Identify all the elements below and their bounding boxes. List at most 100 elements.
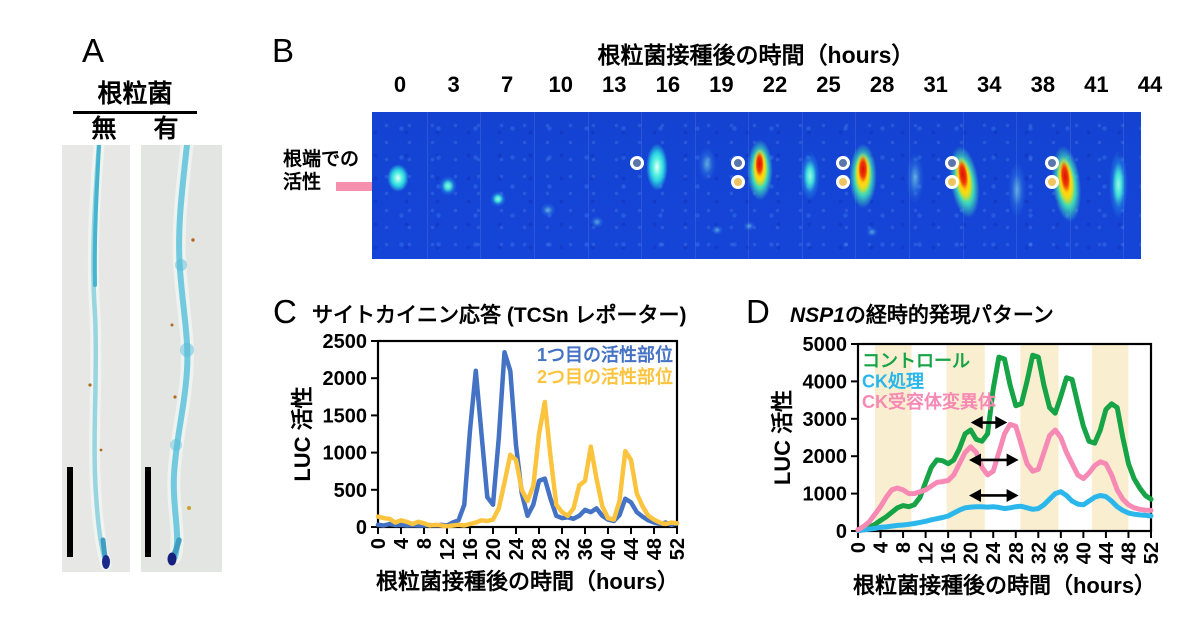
blob-layer [755, 150, 765, 177]
y-tick-label: 1500 [323, 405, 368, 427]
blob-layer [1108, 149, 1128, 219]
root-tip-activity-label: 根端での 活性 [283, 148, 359, 194]
timepoint-label: 13 [602, 72, 627, 97]
x-tick-label: 44 [621, 537, 643, 560]
timepoint-label: 22 [762, 72, 788, 97]
panel-a-label: A [82, 32, 105, 69]
x-tick-label: 32 [552, 538, 574, 560]
legend-entry-1つ目の活性部位: 1つ目の活性部位 [537, 344, 673, 365]
blob-layer [743, 221, 755, 231]
x-tick-label: 28 [1006, 542, 1028, 564]
x-tick-label: 16 [938, 542, 960, 564]
x-tick-label: 24 [983, 541, 1005, 564]
x-tick-label: 12 [916, 542, 938, 564]
second-active-site-marker-icon [945, 175, 959, 189]
panel-d-title: NSP1の経時的発現パターン [790, 299, 1054, 329]
y-tick-label: 2000 [803, 446, 848, 468]
timepoint-label: 7 [501, 72, 514, 97]
blob-layer [590, 216, 604, 228]
blob-layer [711, 225, 723, 235]
scale-bar [67, 467, 73, 557]
x-axis-title: 根粒菌接種後の時間（hours） [376, 569, 679, 594]
first-active-site-marker-icon [836, 156, 850, 170]
series-line-CK受容体変異体 [855, 421, 1154, 533]
frame-seam [533, 112, 535, 259]
luminescence-spot-cyan-t7 [490, 190, 506, 208]
luminescence-spot-bright-t16 [645, 142, 669, 192]
x-tick-label: 52 [1141, 542, 1163, 564]
arrow-head-left-icon [969, 453, 982, 467]
timepoint-label: 10 [548, 72, 573, 97]
root-tip-activity-line1: 根端での [283, 149, 360, 170]
arrow-head-left-icon [969, 488, 982, 502]
blob-layer [1008, 161, 1026, 219]
y-tick-label: 500 [334, 480, 367, 502]
y-tick-label: 4000 [803, 371, 848, 393]
panel-b-timepoint-row: 0 3 7 10 13 16 19 22 25 28 31 34 38 41 44 [372, 72, 1162, 98]
y-tick-label: 2500 [323, 331, 368, 353]
first-active-site-marker-icon [945, 156, 959, 170]
luminescence-spot-faint-t13 [590, 216, 604, 228]
panel-b-label: B [272, 32, 295, 69]
luminescence-time-series-image [372, 112, 1141, 259]
series-line-コントロール [855, 352, 1154, 533]
root-illustration [87, 145, 112, 571]
x-tick-label: 36 [1051, 542, 1073, 564]
timepoint-label: 16 [655, 72, 681, 97]
x-tick-label: 20 [961, 542, 983, 564]
panel-a-group-title: 根粒菌 [73, 74, 197, 114]
y-tick-label: 1000 [323, 443, 368, 465]
luminescence-spot-cyan-t44 [1108, 149, 1128, 219]
blob-layer [906, 151, 924, 205]
first-active-site-marker-icon [630, 156, 644, 170]
timepoint-label: 31 [923, 72, 948, 97]
luminescence-spot-faint-t22 [743, 221, 755, 231]
panel-b-title: 根粒菌接種後の時間（hours） [597, 42, 915, 68]
timepoint-label: 44 [1137, 72, 1163, 97]
x-tick-label: 0 [368, 538, 390, 549]
root-micrograph-with-rhizobia [141, 145, 222, 572]
luminescence-spot-faint-t28 [866, 227, 878, 237]
y-tick-label: 2000 [323, 368, 368, 390]
luminescence-spot-hot-t28 [848, 142, 878, 210]
x-tick-label: 36 [575, 538, 597, 560]
x-tick-label: 48 [1118, 542, 1140, 564]
legend-entry-CK受容体変異体: CK受容体変異体 [862, 391, 997, 412]
x-tick-label: 52 [667, 538, 689, 560]
x-tick-label: 0 [848, 542, 870, 553]
blob-layer [490, 190, 506, 208]
timepoint-label: 28 [869, 72, 895, 97]
x-tick-label: 48 [644, 538, 666, 560]
root-illustration [167, 145, 195, 566]
second-active-site-marker-icon [836, 175, 850, 189]
second-active-site-marker-icon [1045, 175, 1059, 189]
luminescence-spot-faint-t38 [1008, 161, 1026, 219]
blob-layer [540, 203, 556, 217]
x-tick-label: 44 [1096, 541, 1118, 564]
root-tip-activity-line2: 活性 [283, 172, 322, 193]
y-tick-label: 0 [356, 517, 367, 539]
blob-layer [858, 155, 868, 184]
luminescence-spot-faint-t10 [540, 203, 556, 217]
luminescence-spot-faint-t19 [711, 225, 723, 235]
legend-entry-コントロール: コントロール [862, 351, 970, 371]
y-tick-label: 5000 [803, 334, 848, 356]
panel-a-column-labels: 無 有 [73, 109, 197, 145]
arrow-shaft [336, 182, 374, 191]
frame-seam [694, 112, 696, 259]
x-tick-label: 24 [506, 537, 528, 560]
luminescence-spot-cyan-t25 [799, 150, 821, 202]
column-label-without-rhizobia: 無 [91, 115, 117, 143]
luminescence-spot-hot-t22 [746, 138, 774, 202]
y-tick-label: 1000 [803, 484, 848, 506]
timepoint-label: 0 [393, 72, 407, 97]
luminescence-spot-cyan-t3 [439, 176, 457, 196]
blob-layer [386, 164, 410, 192]
y-axis-title: LUC 活性 [770, 390, 795, 485]
x-tick-label: 12 [437, 538, 459, 560]
y-axis-title: LUC 活性 [290, 386, 315, 481]
timepoint-label: 41 [1084, 72, 1109, 97]
luminescence-spot-bright-t0 [386, 164, 410, 192]
x-tick-label: 16 [460, 538, 482, 560]
